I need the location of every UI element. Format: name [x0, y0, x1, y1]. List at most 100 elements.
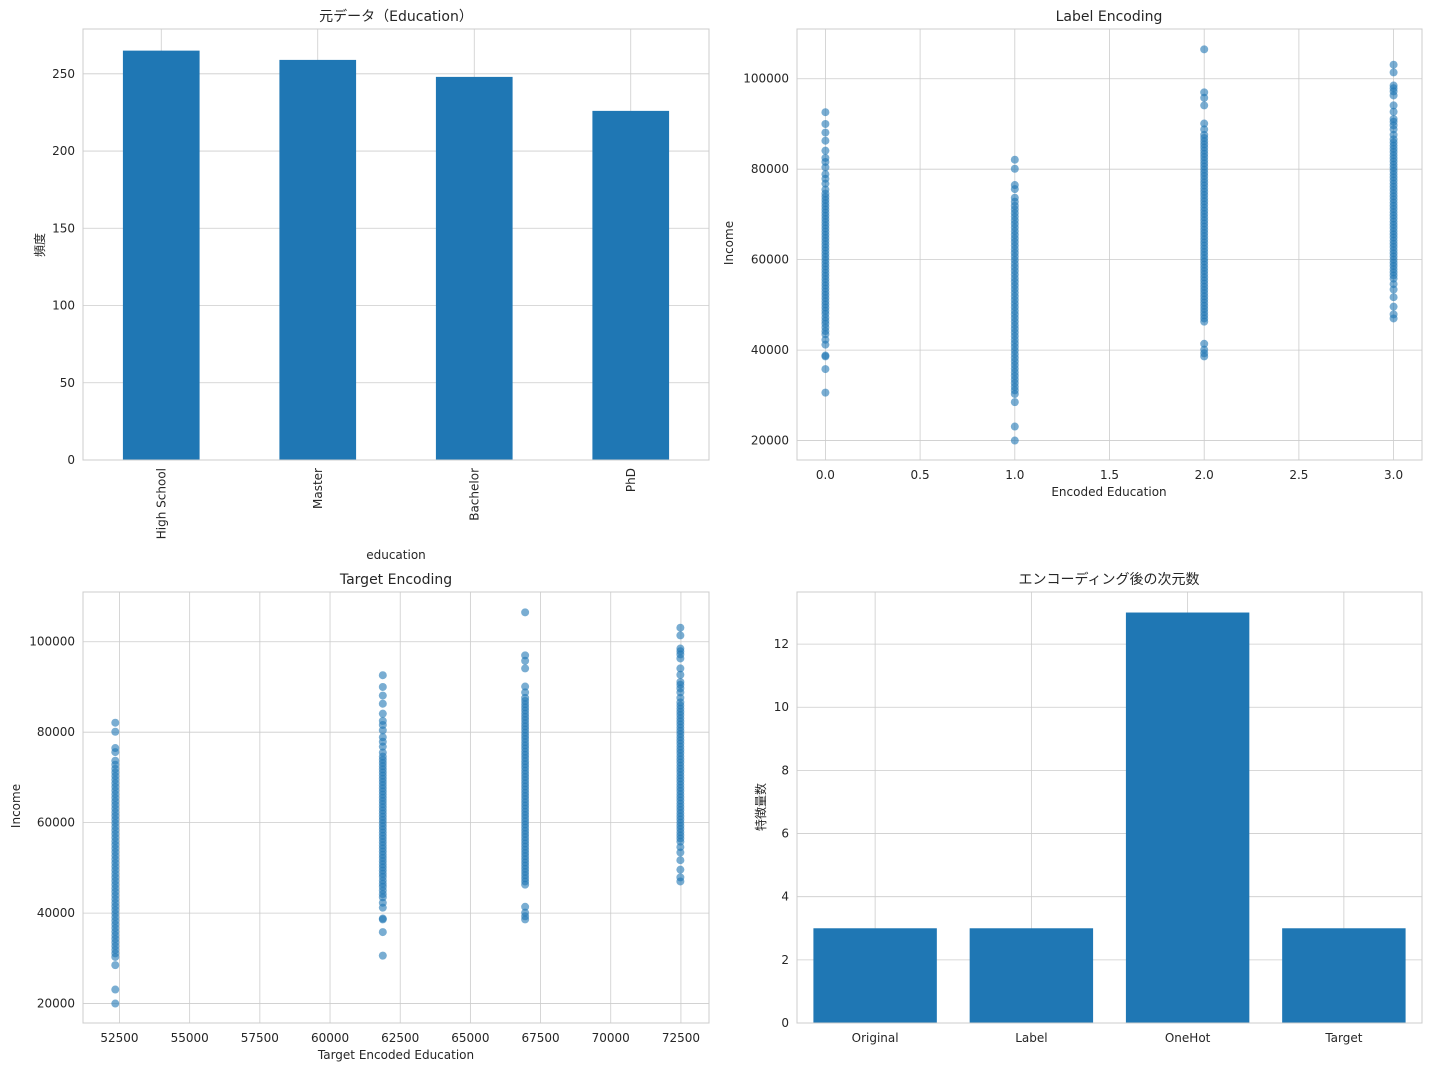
- chart-dimensions-after-encoding: エンコーディング後の次元数 0 2 4 6 8 10 12 Original Label OneH…: [753, 571, 1423, 1045]
- y-axis-label: 頻度: [32, 233, 47, 257]
- plot-frame: [796, 28, 1423, 461]
- scatter-point: [521, 902, 530, 911]
- scatter-point: [378, 709, 387, 718]
- x-tick-label: 3.0: [1384, 468, 1403, 482]
- chart-education-frequency: 元データ（Education） 0 50 100 150 200 250 High Scho…: [32, 8, 710, 562]
- scatter-point: [676, 865, 685, 874]
- chart-title: エンコーディング後の次元数: [1018, 571, 1199, 588]
- y-tick-label: 250: [52, 67, 75, 81]
- y-tick-label: 10: [774, 700, 789, 714]
- scatter-point: [1389, 68, 1398, 77]
- scatter-point: [1010, 436, 1019, 445]
- y-tick-label: 200: [52, 144, 75, 158]
- chart-title: Target Encoding: [339, 572, 452, 588]
- scatter-point: [1200, 345, 1209, 354]
- scatter-point: [378, 691, 387, 700]
- y-axis-label: Income: [722, 221, 736, 265]
- y-tick-label: 100000: [29, 635, 75, 649]
- plot-frame: [82, 28, 710, 461]
- scatter-point: [111, 718, 120, 727]
- scatter-point: [676, 631, 685, 640]
- scatter-point: [378, 716, 387, 725]
- scatter-point: [521, 651, 530, 660]
- y-tick-label: 50: [60, 376, 75, 390]
- scatter-point: [1200, 125, 1209, 134]
- scatter-point: [1010, 181, 1019, 190]
- plot-frame: [82, 591, 710, 1024]
- x-tick-label: 2.0: [1195, 468, 1214, 482]
- y-tick-label: 12: [774, 637, 789, 651]
- scatter-point: [111, 961, 120, 970]
- scatter-point: [821, 185, 830, 194]
- scatter-point: [1389, 81, 1398, 90]
- x-tick-label: 67500: [521, 1031, 559, 1045]
- scatter-point: [111, 999, 120, 1008]
- chart-title: Label Encoding: [1056, 9, 1163, 25]
- y-tick-label: 0: [67, 453, 75, 467]
- x-tick-label: High School: [154, 468, 168, 539]
- y-axis-label: Income: [9, 784, 23, 828]
- scatter-point: [378, 682, 387, 691]
- bar: [592, 110, 670, 461]
- scatter-point: [821, 365, 830, 374]
- scatter-point: [1010, 398, 1019, 407]
- x-tick-label: 55000: [171, 1031, 209, 1045]
- scatter-point: [378, 733, 387, 742]
- scatter-point: [521, 688, 530, 697]
- chart-target-encoding: Target Encoding 20000 40000 60000 80000 1000…: [9, 572, 710, 1062]
- y-tick-label: 100: [52, 299, 75, 313]
- scatter-point: [378, 928, 387, 937]
- x-tick-label: 1.5: [1100, 468, 1119, 482]
- scatter-point: [821, 119, 830, 128]
- bar: [1125, 612, 1250, 1023]
- scatter-point: [821, 128, 830, 137]
- x-tick-label: 57500: [241, 1031, 279, 1045]
- chart-label-encoding: Label Encoding 20000 40000 60000 80000 10000…: [722, 9, 1423, 499]
- y-tick-label: 20000: [37, 997, 75, 1011]
- scatter-point: [1200, 101, 1209, 110]
- scatter-point: [111, 727, 120, 736]
- scatter-point: [1389, 310, 1398, 319]
- y-tick-label: 100000: [743, 72, 789, 86]
- y-tick-label: 60000: [751, 253, 789, 267]
- x-tick-label: Target: [1324, 1031, 1362, 1045]
- scatter-point: [676, 856, 685, 865]
- scatter-point: [821, 153, 830, 162]
- scatter-point: [378, 951, 387, 960]
- y-axis-label: 特徴量数: [753, 783, 768, 831]
- scatter-point: [676, 873, 685, 882]
- scatter-point: [111, 744, 120, 753]
- x-tick-label: 70000: [592, 1031, 630, 1045]
- x-tick-label: 60000: [311, 1031, 349, 1045]
- scatter-point: [1010, 164, 1019, 173]
- y-tick-label: 60000: [37, 816, 75, 830]
- scatter-point: [821, 146, 830, 155]
- x-tick-label: 65000: [451, 1031, 489, 1045]
- scatter-point: [821, 388, 830, 397]
- scatter-point: [1200, 339, 1209, 348]
- y-tick-label: 4: [781, 890, 789, 904]
- scatter-point: [521, 664, 530, 673]
- y-tick-label: 8: [781, 763, 789, 777]
- scatter-point: [1010, 422, 1019, 431]
- bar: [1282, 928, 1406, 1023]
- scatter-point: [676, 677, 685, 686]
- x-tick-label: 62500: [381, 1031, 419, 1045]
- y-tick-label: 150: [52, 221, 75, 235]
- x-axis-label: education: [366, 548, 426, 562]
- x-tick-label: 0.0: [816, 468, 835, 482]
- scatter-point: [821, 351, 830, 360]
- x-tick-label: 0.5: [911, 468, 930, 482]
- scatter-point: [1389, 114, 1398, 123]
- plot-frame: [796, 591, 1423, 1024]
- x-tick-label: Label: [1015, 1031, 1047, 1045]
- x-tick-label: OneHot: [1165, 1031, 1211, 1045]
- y-tick-label: 80000: [751, 162, 789, 176]
- x-tick-label: Master: [311, 468, 325, 509]
- scatter-point: [821, 136, 830, 145]
- scatter-point: [521, 608, 530, 617]
- scatter-point: [1010, 155, 1019, 164]
- scatter-point: [1389, 302, 1398, 311]
- x-axis-label: Target Encoded Education: [317, 1048, 474, 1062]
